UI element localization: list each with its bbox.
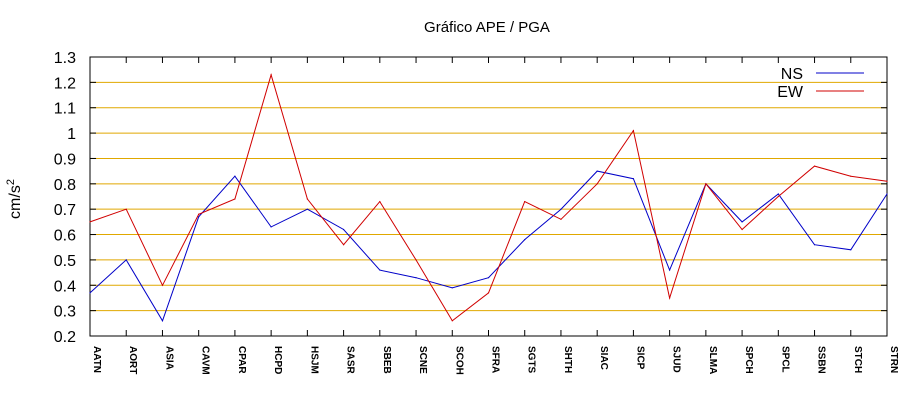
x-tick-label: HSJM bbox=[308, 346, 319, 374]
y-tick-label: 0.6 bbox=[54, 228, 76, 245]
data-point-ew bbox=[886, 180, 888, 182]
y-tick-label: 0.8 bbox=[54, 177, 76, 194]
legend-label-ns: NS bbox=[781, 66, 803, 83]
data-point-ew bbox=[451, 320, 453, 322]
data-point-ns bbox=[524, 239, 526, 241]
x-tick-label: SASR bbox=[345, 346, 356, 375]
data-point-ew bbox=[234, 198, 236, 200]
data-point-ns bbox=[342, 228, 345, 231]
gridlines bbox=[90, 81, 887, 312]
data-point-ew bbox=[270, 74, 272, 76]
x-tick-label: CAVM bbox=[200, 346, 211, 375]
data-point-ns bbox=[415, 277, 417, 279]
data-point-ns bbox=[161, 320, 164, 322]
x-tick-label: SICP bbox=[634, 346, 645, 370]
data-point-ew bbox=[596, 183, 598, 185]
x-tick-label: AORT bbox=[127, 346, 138, 374]
data-point-ns bbox=[379, 269, 381, 271]
x-tick-label: SLMA bbox=[707, 346, 718, 374]
data-point-ns bbox=[89, 292, 91, 294]
data-point-ns bbox=[813, 244, 816, 246]
data-point-ns bbox=[669, 269, 671, 271]
x-tick-label: SHTH bbox=[562, 346, 573, 373]
y-tick-label: 1.2 bbox=[54, 75, 76, 92]
y-tick-label: 0.4 bbox=[54, 278, 76, 295]
data-point-ew bbox=[524, 200, 526, 203]
x-tick-label: SCOH bbox=[453, 346, 464, 375]
x-tick-label: CPAR bbox=[236, 346, 247, 374]
x-axis: AATN AORT ASIA CAVM CPAR HCPD HSJM SASR SBEB SCNE… bbox=[89, 57, 899, 375]
x-tick-label: SPCL bbox=[779, 346, 790, 373]
x-tick-label: SGTS bbox=[526, 346, 537, 374]
y-axis-label-unit: cm/s bbox=[7, 185, 24, 219]
data-point-ns bbox=[234, 175, 236, 177]
data-point-ew bbox=[89, 221, 91, 223]
data-point-ew bbox=[669, 297, 671, 299]
data-point-ew bbox=[632, 129, 635, 132]
data-point-ns bbox=[487, 277, 490, 279]
y-tick-label: 1.3 bbox=[54, 50, 76, 67]
x-tick-label: SCNE bbox=[417, 346, 428, 374]
x-tick-label: AATN bbox=[91, 346, 102, 373]
series-layer bbox=[89, 73, 888, 322]
data-point-ew bbox=[125, 208, 127, 210]
data-point-ew bbox=[198, 213, 200, 215]
y-tick-label: 0.5 bbox=[54, 253, 76, 270]
x-tick-label: SBEB bbox=[381, 346, 392, 374]
data-point-ew bbox=[850, 175, 852, 177]
data-point-ew bbox=[705, 183, 707, 185]
data-point-ew bbox=[379, 200, 381, 203]
x-tick-label: SFRA bbox=[490, 346, 501, 373]
data-point-ew bbox=[813, 165, 816, 167]
y-axis: 0.2 0.3 0.4 0.5 0.6 0.7 0.8 0.9 1 1.1 1.2 1.3 bbox=[54, 50, 887, 346]
data-point-ew bbox=[342, 244, 345, 246]
data-point-ns bbox=[632, 178, 635, 180]
data-point-ns bbox=[306, 208, 308, 210]
y-tick-label: 0.7 bbox=[54, 202, 76, 219]
x-tick-label: HCPD bbox=[272, 346, 283, 374]
data-point-ns bbox=[741, 221, 743, 223]
y-tick-label: 1 bbox=[67, 126, 76, 143]
y-tick-label: 0.2 bbox=[54, 329, 76, 346]
data-point-ew bbox=[306, 198, 308, 200]
data-point-ew bbox=[560, 218, 562, 220]
x-tick-label: STRN bbox=[888, 346, 899, 373]
data-point-ns bbox=[850, 249, 852, 251]
x-tick-label: ASIA bbox=[163, 346, 174, 370]
data-point-ew bbox=[741, 228, 743, 231]
data-point-ns bbox=[270, 226, 272, 228]
data-point-ns bbox=[596, 170, 598, 172]
data-point-ew bbox=[487, 292, 490, 294]
y-tick-label: 0.9 bbox=[54, 151, 76, 168]
plot-border bbox=[89, 56, 888, 337]
data-point-ns bbox=[886, 193, 888, 195]
x-tick-label: SSBN bbox=[816, 346, 827, 374]
data-point-ew bbox=[161, 284, 164, 286]
data-point-ew bbox=[777, 195, 779, 198]
x-tick-label: SIAC bbox=[598, 346, 609, 370]
x-tick-label: STCH bbox=[852, 346, 863, 373]
chart-title: Gráfico APE / PGA bbox=[424, 19, 550, 36]
data-point-ns bbox=[198, 216, 200, 218]
legend-label-ew: EW bbox=[777, 84, 804, 101]
data-point-ns bbox=[560, 208, 562, 210]
data-point-ns bbox=[451, 287, 453, 289]
y-axis-label-superscript: 2 bbox=[5, 179, 17, 185]
y-axis-label: cm/s2 bbox=[5, 179, 24, 219]
data-point-ns bbox=[125, 259, 127, 261]
x-tick-label: SJUD bbox=[671, 346, 682, 373]
y-tick-label: 0.3 bbox=[54, 304, 76, 321]
y-tick-label: 1.1 bbox=[54, 101, 76, 118]
data-point-ns bbox=[777, 193, 779, 195]
data-point-ew bbox=[415, 259, 417, 261]
x-tick-label: SPCH bbox=[743, 346, 754, 374]
